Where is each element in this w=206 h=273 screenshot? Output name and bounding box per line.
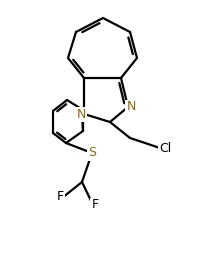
Text: N: N bbox=[76, 108, 86, 120]
Text: Cl: Cl bbox=[159, 141, 171, 155]
Text: F: F bbox=[91, 198, 98, 212]
Text: N: N bbox=[126, 100, 136, 114]
Text: S: S bbox=[88, 147, 96, 159]
Text: F: F bbox=[56, 189, 64, 203]
